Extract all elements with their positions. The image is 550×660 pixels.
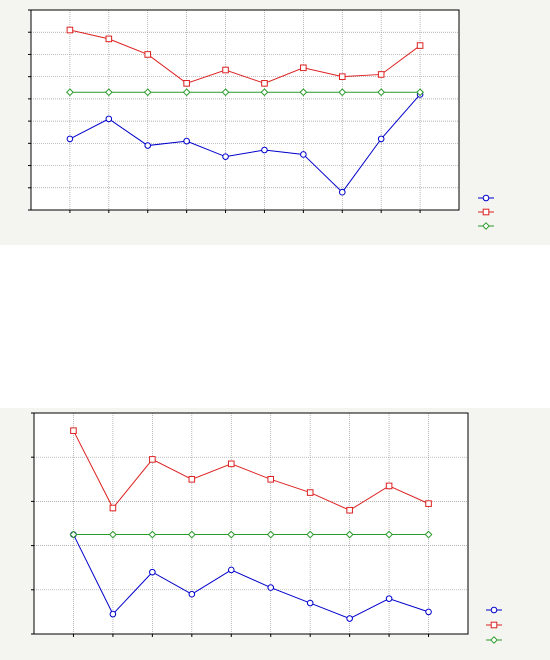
plot-frame (33, 412, 469, 635)
legend-series-2-marker (490, 621, 498, 629)
series-2-point (222, 66, 229, 74)
series-1-point (105, 115, 113, 123)
series-3-point (221, 88, 230, 97)
series-3-point (69, 530, 78, 539)
series-2-point (66, 26, 74, 34)
chart-panel-1 (0, 0, 550, 245)
series-1-point (267, 584, 275, 591)
series-1-point (385, 595, 393, 602)
line-chart-1 (28, 9, 494, 230)
series-3-point (143, 88, 152, 97)
series-2-point (105, 35, 113, 43)
series-2-point (183, 80, 190, 87)
series-2-point (149, 456, 156, 463)
chart-panel-2 (0, 408, 550, 660)
plot-frame (30, 9, 460, 211)
series-3-point (377, 88, 386, 97)
series-1-point (425, 608, 432, 616)
series-3-point (338, 88, 347, 97)
series-2-point (267, 476, 275, 483)
series-3-point (416, 88, 424, 97)
series-3-point (306, 530, 315, 539)
series-3-point (109, 530, 117, 539)
series-1-point (306, 599, 314, 607)
series-3-point (424, 530, 433, 539)
legend-series-1-marker (490, 606, 498, 614)
series-2-point (425, 500, 432, 507)
series-1-point (149, 568, 156, 576)
legend-series-1-marker (482, 194, 490, 202)
series-1-point (144, 142, 152, 149)
series-2-line (73, 430, 429, 511)
series-1-point (377, 135, 385, 143)
series-3-point (66, 88, 74, 97)
series-3-point (182, 88, 191, 97)
series-2-point (306, 489, 314, 496)
series-2-point (144, 51, 152, 58)
series-1-point (183, 137, 190, 145)
series-2-point (227, 460, 235, 468)
series-1-point (188, 590, 196, 598)
series-2-point (346, 506, 353, 514)
series-1-point (66, 135, 74, 143)
legend-series-2-marker (482, 208, 490, 216)
series-1-line (73, 534, 429, 620)
series-3-point (266, 530, 275, 539)
series-2-line (69, 29, 421, 84)
series-2-point (416, 42, 424, 49)
series-3-point (345, 530, 354, 539)
series-3-point (187, 530, 196, 539)
series-1-point (346, 615, 353, 622)
legend-series-3-marker (490, 636, 498, 644)
series-1-point (222, 153, 229, 160)
series-3-point (104, 88, 113, 97)
legend-series-3-marker (482, 222, 490, 230)
series-2-point (188, 476, 196, 483)
plot-area (31, 10, 459, 210)
series-2-point (300, 64, 307, 72)
line-chart-2 (31, 412, 502, 644)
series-3-point (148, 530, 157, 539)
series-1-point (338, 188, 346, 196)
series-1-point (227, 566, 235, 574)
series-3-point (385, 530, 393, 539)
series-3-point (227, 530, 236, 539)
series-2-point (109, 504, 117, 512)
series-1-point (261, 146, 268, 154)
plot-area (34, 413, 468, 634)
series-2-point (377, 71, 385, 78)
series-2-point (385, 482, 393, 490)
series-2-point (338, 73, 346, 80)
series-2-point (70, 427, 77, 434)
series-3-point (299, 88, 308, 97)
series-2-point (261, 80, 268, 87)
series-1-point (300, 151, 307, 158)
series-1-point (109, 610, 117, 618)
series-1-line (69, 94, 421, 193)
series-3-point (260, 88, 269, 97)
